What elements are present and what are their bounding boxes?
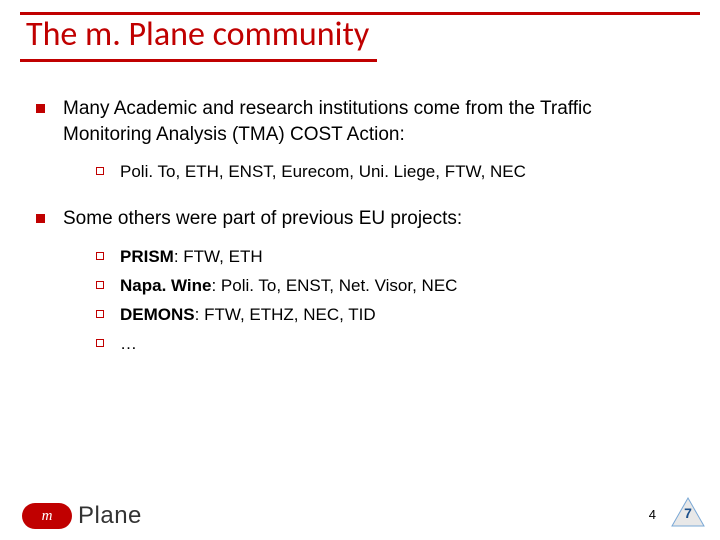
page-number: 4 — [649, 507, 656, 522]
sub-bullet: DEMONS: FTW, ETHZ, NEC, TID — [96, 304, 680, 327]
sub-bullet-text: DEMONS: FTW, ETHZ, NEC, TID — [120, 304, 680, 327]
project-partners: : Poli. To, ENST, Net. Visor, NEC — [211, 276, 457, 295]
slide-title: The m. Plane community — [20, 12, 377, 62]
project-name: DEMONS — [120, 305, 195, 324]
bullet-1: Many Academic and research institutions … — [36, 96, 680, 147]
sub-bullet-text: Poli. To, ETH, ENST, Eurecom, Uni. Liege… — [120, 161, 680, 184]
bullet-1-sublist: Poli. To, ETH, ENST, Eurecom, Uni. Liege… — [96, 161, 680, 184]
mplane-logo: m Plane — [22, 502, 142, 530]
sub-bullet-text: … — [120, 333, 680, 356]
project-name: Napa. Wine — [120, 276, 211, 295]
svg-text:7: 7 — [684, 505, 692, 521]
sub-bullet-text: PRISM: FTW, ETH — [120, 246, 680, 269]
hollow-square-bullet-icon — [96, 252, 104, 260]
project-name: PRISM — [120, 247, 174, 266]
hollow-square-bullet-icon — [96, 339, 104, 347]
logo-mark-icon: m — [22, 503, 72, 529]
sub-bullet: Napa. Wine: Poli. To, ENST, Net. Visor, … — [96, 275, 680, 298]
sub-bullet: PRISM: FTW, ETH — [96, 246, 680, 269]
bullet-2-text: Some others were part of previous EU pro… — [63, 206, 680, 232]
fp7-logo-icon: SEVENTH FRAMEWORK PROGRAMME 7 — [670, 496, 706, 532]
sub-bullet: … — [96, 333, 680, 356]
hollow-square-bullet-icon — [96, 167, 104, 175]
project-partners: : FTW, ETHZ, NEC, TID — [195, 305, 376, 324]
bullet-2: Some others were part of previous EU pro… — [36, 206, 680, 232]
bullet-1-text: Many Academic and research institutions … — [63, 96, 680, 147]
square-bullet-icon — [36, 104, 45, 113]
slide: The m. Plane community Many Academic and… — [0, 0, 720, 540]
footer: m Plane 4 SEVENTH FRAMEWORK PROGRAMME 7 — [0, 490, 720, 540]
logo-wordmark: Plane — [78, 502, 142, 530]
sub-bullet: Poli. To, ETH, ENST, Eurecom, Uni. Liege… — [96, 161, 680, 184]
hollow-square-bullet-icon — [96, 281, 104, 289]
project-partners: : FTW, ETH — [174, 247, 263, 266]
content-area: Many Academic and research institutions … — [36, 96, 680, 378]
sub-bullet-text: Napa. Wine: Poli. To, ENST, Net. Visor, … — [120, 275, 680, 298]
hollow-square-bullet-icon — [96, 310, 104, 318]
bullet-2-sublist: PRISM: FTW, ETH Napa. Wine: Poli. To, EN… — [96, 246, 680, 356]
square-bullet-icon — [36, 214, 45, 223]
title-area: The m. Plane community — [20, 12, 700, 62]
